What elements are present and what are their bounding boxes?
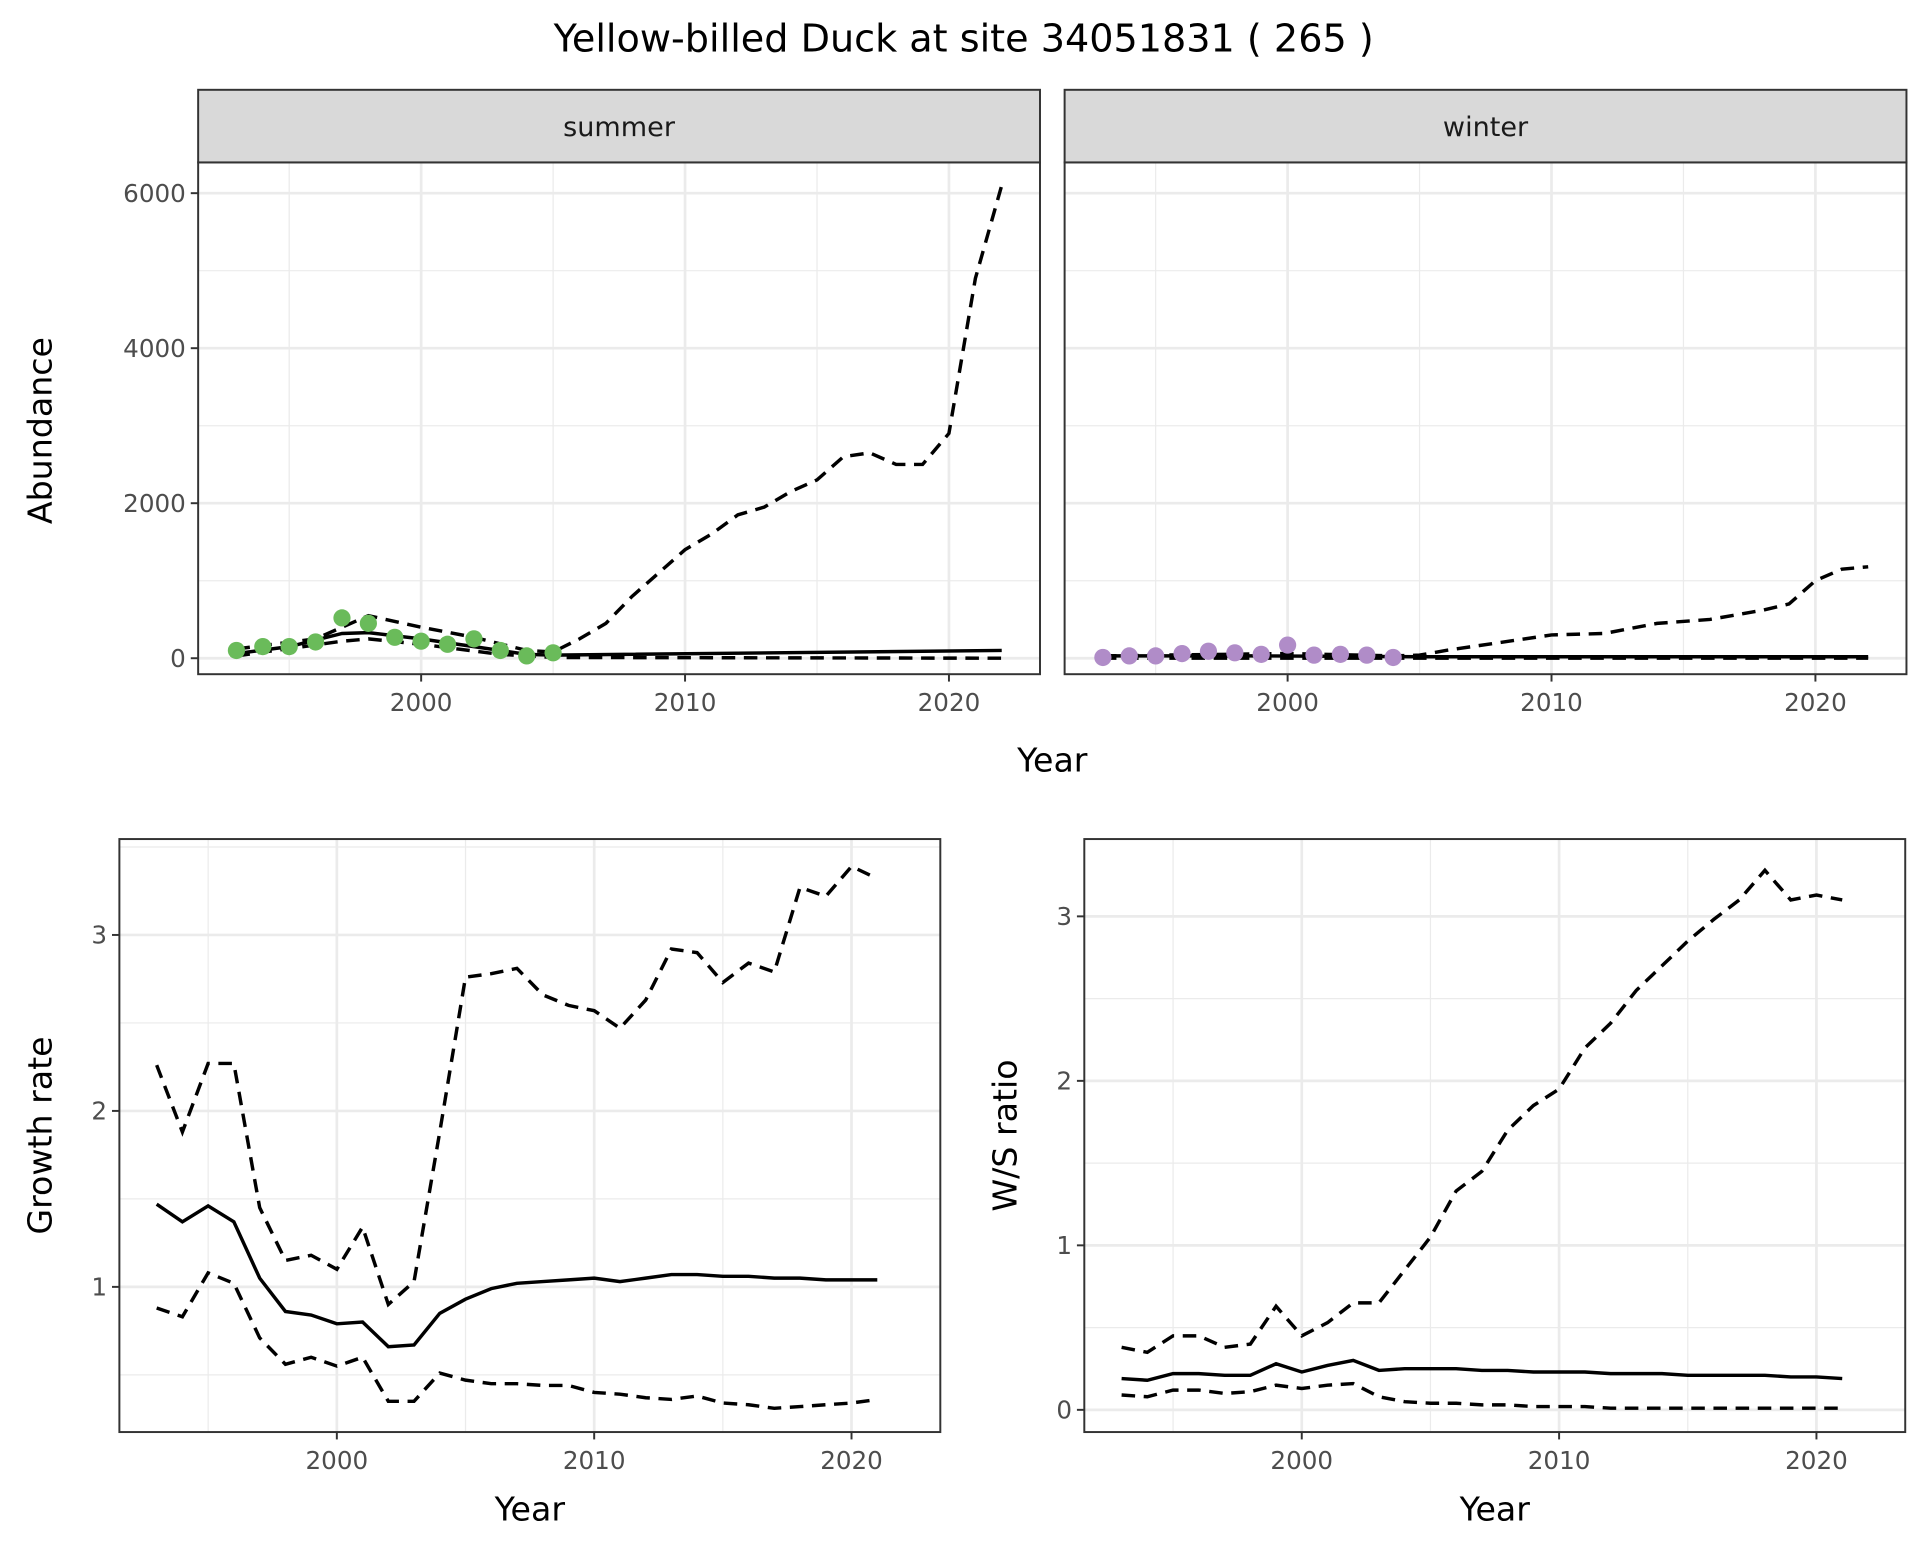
data-point [333, 609, 351, 627]
data-point [412, 632, 430, 650]
x-tick-label: 2010 [1528, 1446, 1591, 1475]
facet-strip-label: winter [1443, 112, 1529, 143]
lower-ci-line [156, 1270, 878, 1411]
data-point [1226, 644, 1244, 662]
x-axis-label: Year [494, 1490, 566, 1529]
mean-line [155, 1202, 878, 1349]
data-point [1305, 646, 1323, 664]
y-tick-label: 0 [170, 644, 186, 673]
panel-background [119, 839, 941, 1433]
x-tick-label: 2020 [1785, 1446, 1848, 1475]
panel-growth: 2000 2010 2020 1 2 3 Year Growth rate [20, 838, 942, 1529]
y-tick-label: 3 [91, 921, 107, 950]
upper-ci-line [155, 864, 879, 1308]
data-point [306, 633, 325, 651]
y-tick-label: 2000 [123, 489, 186, 518]
upper-ci-line [236, 184, 1004, 654]
y-tick-label: 0 [1056, 1395, 1072, 1424]
data-point [254, 637, 272, 656]
data-point [359, 614, 377, 632]
data-point [544, 644, 562, 662]
x-tick-label: 2020 [820, 1446, 883, 1475]
y-axis-label: Growth rate [20, 1036, 59, 1234]
panel-border [118, 838, 942, 1434]
facet-strip [197, 88, 1041, 164]
data-point [1358, 646, 1376, 664]
x-tick-label: 2000 [1256, 688, 1319, 717]
mean-line [1121, 1358, 1843, 1382]
x-tick-label: 2010 [1520, 688, 1583, 717]
panel-winter: winter 2000 2010 2020 [1063, 88, 1908, 717]
data-point [491, 641, 509, 660]
y-axis-label: W/S ratio [985, 1059, 1024, 1211]
data-point [1120, 647, 1138, 665]
upper-ci-line [1121, 867, 1843, 1355]
mean-line [1102, 654, 1869, 659]
y-tick-label: 3 [1056, 902, 1072, 931]
x-tick-label: 2020 [1784, 688, 1847, 717]
x-tick-label: 2010 [563, 1446, 626, 1475]
data-point [1199, 642, 1218, 660]
y-axis-label: Abundance [20, 337, 59, 524]
data-point [438, 635, 457, 653]
lower-ci-line [1121, 1381, 1843, 1410]
data-point [518, 647, 536, 665]
facet-strip-label: summer [563, 112, 676, 143]
panel-wsratio: 2000 2010 2020 0 1 2 3 Year W/S ratio [985, 838, 1907, 1529]
data-point [280, 637, 298, 656]
x-tick-label: 2000 [390, 688, 453, 717]
panel-background [198, 162, 1041, 675]
x-tick-label: 2020 [918, 688, 981, 717]
x-tick-label: 2000 [1270, 1446, 1333, 1475]
facet-strip [1063, 88, 1908, 164]
x-tick-label: 2000 [306, 1446, 369, 1475]
x-axis-label: Year [1459, 1490, 1531, 1529]
data-point [1384, 648, 1402, 667]
panel-summer: summer 2000 2010 2020 0 2000 4000 6000 Year Abund… [20, 88, 1088, 779]
x-tick-label: 2010 [654, 688, 717, 717]
data-point [1094, 648, 1112, 667]
panel-background [1064, 162, 1907, 675]
data-point [1252, 645, 1270, 663]
panel-background [1084, 839, 1906, 1433]
data-point [1147, 647, 1165, 665]
x-axis-label: Year [1016, 740, 1088, 779]
data-point [386, 628, 404, 646]
data-point [1331, 645, 1350, 663]
y-tick-label: 1 [1056, 1231, 1072, 1260]
data-point [1278, 636, 1297, 654]
y-tick-label: 2 [1056, 1066, 1072, 1095]
panel-border [1083, 838, 1907, 1434]
y-tick-label: 6000 [123, 179, 186, 208]
y-tick-label: 1 [91, 1272, 107, 1301]
chart-title: Yellow-billed Duck at site 34051831 ( 26… [553, 17, 1374, 61]
y-tick-label: 4000 [123, 334, 186, 363]
y-tick-label: 2 [91, 1097, 107, 1126]
data-point [227, 641, 246, 660]
data-point [465, 630, 483, 648]
data-point [1173, 644, 1191, 663]
